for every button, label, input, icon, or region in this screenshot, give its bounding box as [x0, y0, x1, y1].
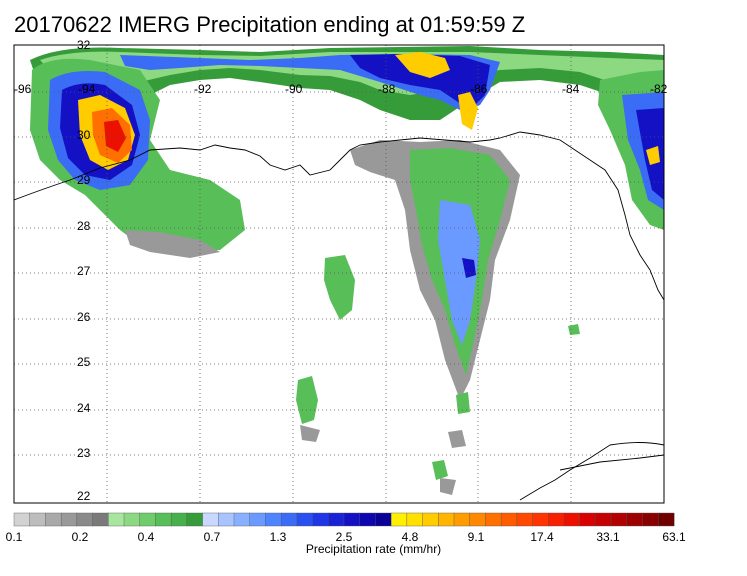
lat-label-26: 26 [77, 310, 91, 324]
colorbar-swatch [328, 512, 345, 527]
lon-label-86: -86 [470, 82, 488, 96]
colorbar-swatch [29, 512, 46, 527]
rain-area-west-gray [125, 230, 220, 258]
colorbar-swatch [108, 512, 125, 527]
colorbar-swatch [453, 512, 471, 527]
colorbar-swatch [500, 512, 518, 527]
colorbar-swatch [155, 512, 172, 527]
lat-label-27: 27 [77, 264, 91, 278]
lat-label-32: 32 [77, 38, 91, 52]
colorbar-tick-label: 0.7 [203, 530, 221, 544]
colorbar-swatch [296, 512, 313, 527]
colorbar-swatch [60, 512, 78, 527]
rain-area-north-yellow [395, 52, 450, 78]
colorbar-swatch [359, 512, 376, 527]
colorbar-tick-label: 0.2 [71, 530, 89, 544]
colorbar-swatch [76, 512, 93, 527]
colorbar-title: Precipitation rate (mm/hr) [305, 542, 442, 556]
colorbar-swatch [123, 512, 141, 527]
graticule [14, 45, 664, 503]
colorbar-swatch [233, 512, 251, 527]
colorbar-tick-label: 33.1 [596, 530, 620, 544]
colorbar-tick-label: 2.5 [335, 530, 353, 544]
colorbar-swatch [658, 512, 675, 527]
rain-cell-24n-90w-gray [300, 425, 320, 442]
rain-area-central-plume-darkblue [462, 258, 476, 278]
colorbar-swatch [92, 512, 109, 527]
rain-area-north-band-darkblue [350, 54, 490, 110]
rain-area-north-yellow-2 [458, 92, 478, 130]
lon-label-92: -92 [194, 82, 212, 96]
colorbar-swatch [610, 512, 628, 527]
colorbar-swatch [249, 512, 266, 527]
rain-area-east-yellow [646, 146, 660, 165]
colorbar-swatch [218, 512, 235, 527]
colorbar-tick-label: 4.8 [401, 530, 419, 544]
colorbar-swatch [626, 512, 643, 527]
colorbar-swatch [390, 512, 408, 527]
coastline [14, 131, 664, 501]
colorbar [13, 512, 675, 527]
colorbar-swatch [265, 512, 282, 527]
lon-label-90: -90 [285, 82, 303, 96]
colorbar-tick-label: 0.4 [137, 530, 155, 544]
rain-cell-27n-90w [324, 255, 355, 320]
rain-cell-23n-87w [432, 460, 448, 480]
colorbar-swatch [548, 512, 565, 527]
colorbar-swatch [406, 512, 423, 527]
lon-label-94: -94 [78, 82, 96, 96]
colorbar-swatch [280, 512, 298, 527]
colorbar-swatch [45, 512, 62, 527]
precipitation-layer [30, 46, 664, 495]
rain-cell-26n-83w [568, 324, 580, 335]
colorbar-swatch [438, 512, 455, 527]
colorbar-swatch [532, 512, 549, 527]
colorbar-swatch [485, 512, 502, 527]
colorbar-swatch [312, 512, 329, 527]
lat-label-24: 24 [77, 401, 91, 415]
lat-label-23: 23 [77, 446, 91, 460]
colorbar-swatch [642, 512, 659, 527]
colorbar-swatch [563, 512, 581, 527]
colorbar-tick-label: 17.4 [530, 530, 554, 544]
lon-label-82: -82 [650, 82, 668, 96]
colorbar-swatch [13, 512, 31, 527]
lat-label-30: 30 [77, 128, 91, 142]
colorbar-swatch [202, 512, 219, 527]
rain-cell-24n-86w-gray [448, 430, 466, 448]
lat-label-29: 29 [77, 173, 91, 187]
colorbar-swatch [579, 512, 596, 527]
lat-label-25: 25 [77, 355, 91, 369]
colorbar-swatch [595, 512, 612, 527]
lat-label-22: 22 [77, 489, 91, 503]
lat-label-28: 28 [77, 219, 91, 233]
colorbar-tick-label: 9.1 [467, 530, 485, 544]
colorbar-swatch [469, 512, 486, 527]
lon-label-88: -88 [378, 82, 396, 96]
colorbar-tick-label: 63.1 [662, 530, 686, 544]
colorbar-swatch [186, 512, 203, 527]
colorbar-swatch [343, 512, 361, 527]
lon-label-96: -96 [14, 82, 32, 96]
rain-cell-24n-90w [296, 376, 318, 424]
rain-area-central-plume-blue [438, 200, 480, 345]
rain-cell-25n-86w [456, 392, 470, 414]
map-title: 20170622 IMERG Precipitation ending at 0… [14, 12, 526, 37]
colorbar-swatch [139, 512, 156, 527]
colorbar-swatch [516, 512, 533, 527]
colorbar-swatch [422, 512, 439, 527]
colorbar-tick-label: 1.3 [269, 530, 287, 544]
map-frame [13, 44, 665, 504]
rain-area-west-red [104, 120, 126, 152]
colorbar-swatch [170, 512, 188, 527]
colorbar-tick-label: 0.1 [5, 530, 23, 544]
colorbar-swatch [375, 512, 392, 527]
lon-label-84: -84 [562, 82, 580, 96]
rain-cell-22n-87w-gray [440, 478, 456, 495]
